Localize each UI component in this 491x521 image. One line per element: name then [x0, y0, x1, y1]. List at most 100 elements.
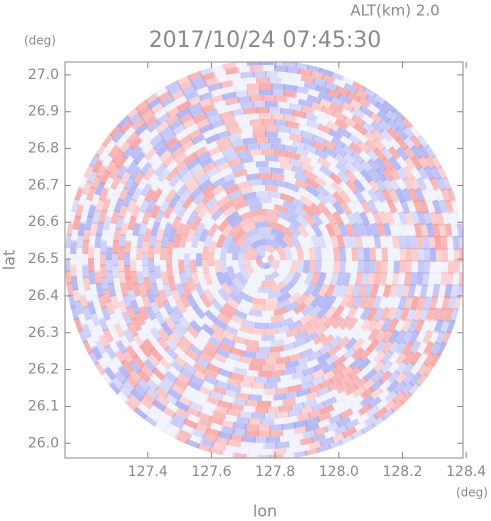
echo-cell	[186, 157, 201, 171]
echo-cell	[214, 373, 230, 384]
echo-cell	[282, 114, 298, 123]
echo-cell	[339, 211, 351, 227]
echo-cell	[112, 264, 120, 279]
echo-cell	[330, 136, 346, 150]
echo-cell	[417, 260, 425, 275]
echo-cell	[411, 260, 419, 274]
echo-cell	[372, 137, 387, 152]
echo-cell	[257, 370, 272, 378]
echo-cell	[285, 207, 300, 220]
echo-cell	[417, 247, 425, 262]
echo-cell	[338, 408, 354, 420]
echo-cell	[106, 270, 114, 285]
echo-cell	[201, 183, 216, 197]
echo-cell	[301, 303, 315, 317]
echo-cell	[174, 400, 190, 413]
echo-cell	[351, 81, 367, 93]
echo-cell	[364, 94, 380, 108]
echo-cell	[175, 222, 186, 237]
echo-cell	[207, 82, 223, 92]
echo-cell	[183, 144, 199, 158]
echo-cell	[342, 116, 358, 129]
echo-cell	[65, 258, 71, 273]
echo-cell	[369, 247, 377, 262]
echo-cell	[362, 86, 378, 99]
echo-cell	[379, 360, 394, 375]
echo-cell	[338, 222, 349, 237]
echo-cell	[447, 260, 455, 275]
echo-cell	[66, 282, 74, 297]
echo-cell	[303, 271, 315, 286]
x-tick-label: 127.4	[128, 464, 168, 480]
echo-cell	[207, 282, 219, 297]
echo-cell	[327, 163, 342, 177]
echo-cell	[225, 121, 240, 131]
echo-cell	[106, 233, 115, 248]
echo-cell	[128, 338, 142, 354]
echo-cell	[140, 108, 156, 123]
echo-cell	[296, 282, 310, 297]
echo-cell	[298, 312, 314, 326]
echo-cell	[65, 245, 71, 260]
echo-cell	[148, 233, 157, 248]
echo-cell	[179, 423, 195, 435]
echo-cell	[240, 71, 255, 79]
echo-cell	[397, 271, 406, 287]
echo-cell	[117, 300, 128, 315]
echo-cell	[154, 209, 165, 225]
echo-cell	[328, 406, 344, 418]
echo-cell	[459, 260, 463, 275]
echo-cell	[164, 135, 180, 149]
echo-cell	[196, 265, 205, 280]
echo-cell	[239, 210, 254, 221]
echo-cell	[423, 351, 436, 368]
echo-cell	[102, 328, 114, 344]
echo-cell	[232, 452, 247, 458]
echo-cell	[310, 271, 321, 287]
echo-cell	[304, 422, 320, 433]
echo-cell	[166, 265, 174, 279]
echo-cell	[385, 117, 400, 132]
echo-cell	[198, 123, 214, 135]
echo-cell	[311, 223, 323, 238]
echo-cell	[344, 222, 355, 238]
echo-cell	[277, 217, 292, 229]
echo-cell	[329, 172, 344, 186]
echo-cell	[359, 159, 373, 174]
echo-cell	[343, 82, 359, 95]
echo-cell	[323, 271, 333, 287]
echo-cell	[118, 186, 130, 202]
echo-cell	[355, 234, 364, 249]
echo-cell	[174, 320, 188, 336]
echo-cell	[271, 113, 286, 121]
echo-cell	[173, 377, 189, 391]
echo-cell	[147, 258, 155, 273]
echo-cell	[444, 223, 453, 238]
echo-cell	[146, 215, 156, 231]
echo-cell	[153, 342, 167, 357]
echo-cell	[354, 131, 370, 145]
echo-cell	[231, 108, 246, 117]
echo-cell	[352, 317, 366, 332]
echo-cell	[332, 110, 348, 123]
echo-cell	[416, 134, 430, 149]
echo-cell	[168, 173, 182, 188]
echo-cell	[318, 98, 334, 109]
echo-cell	[458, 272, 463, 287]
echo-cell	[105, 245, 113, 260]
echo-cell	[363, 260, 370, 274]
echo-cell	[75, 245, 83, 260]
y-tick-label: 26.1	[28, 398, 59, 414]
echo-cell	[345, 294, 357, 310]
echo-cell	[113, 197, 125, 213]
echo-cell	[310, 341, 325, 354]
echo-cell	[374, 157, 388, 172]
echo-cell	[95, 142, 107, 158]
echo-cell	[192, 361, 207, 374]
echo-cell	[135, 258, 143, 273]
echo-cell	[265, 239, 280, 250]
echo-cell	[269, 454, 284, 458]
echo-cell	[314, 315, 329, 329]
echo-cell	[423, 362, 435, 378]
echo-cell	[297, 154, 313, 165]
